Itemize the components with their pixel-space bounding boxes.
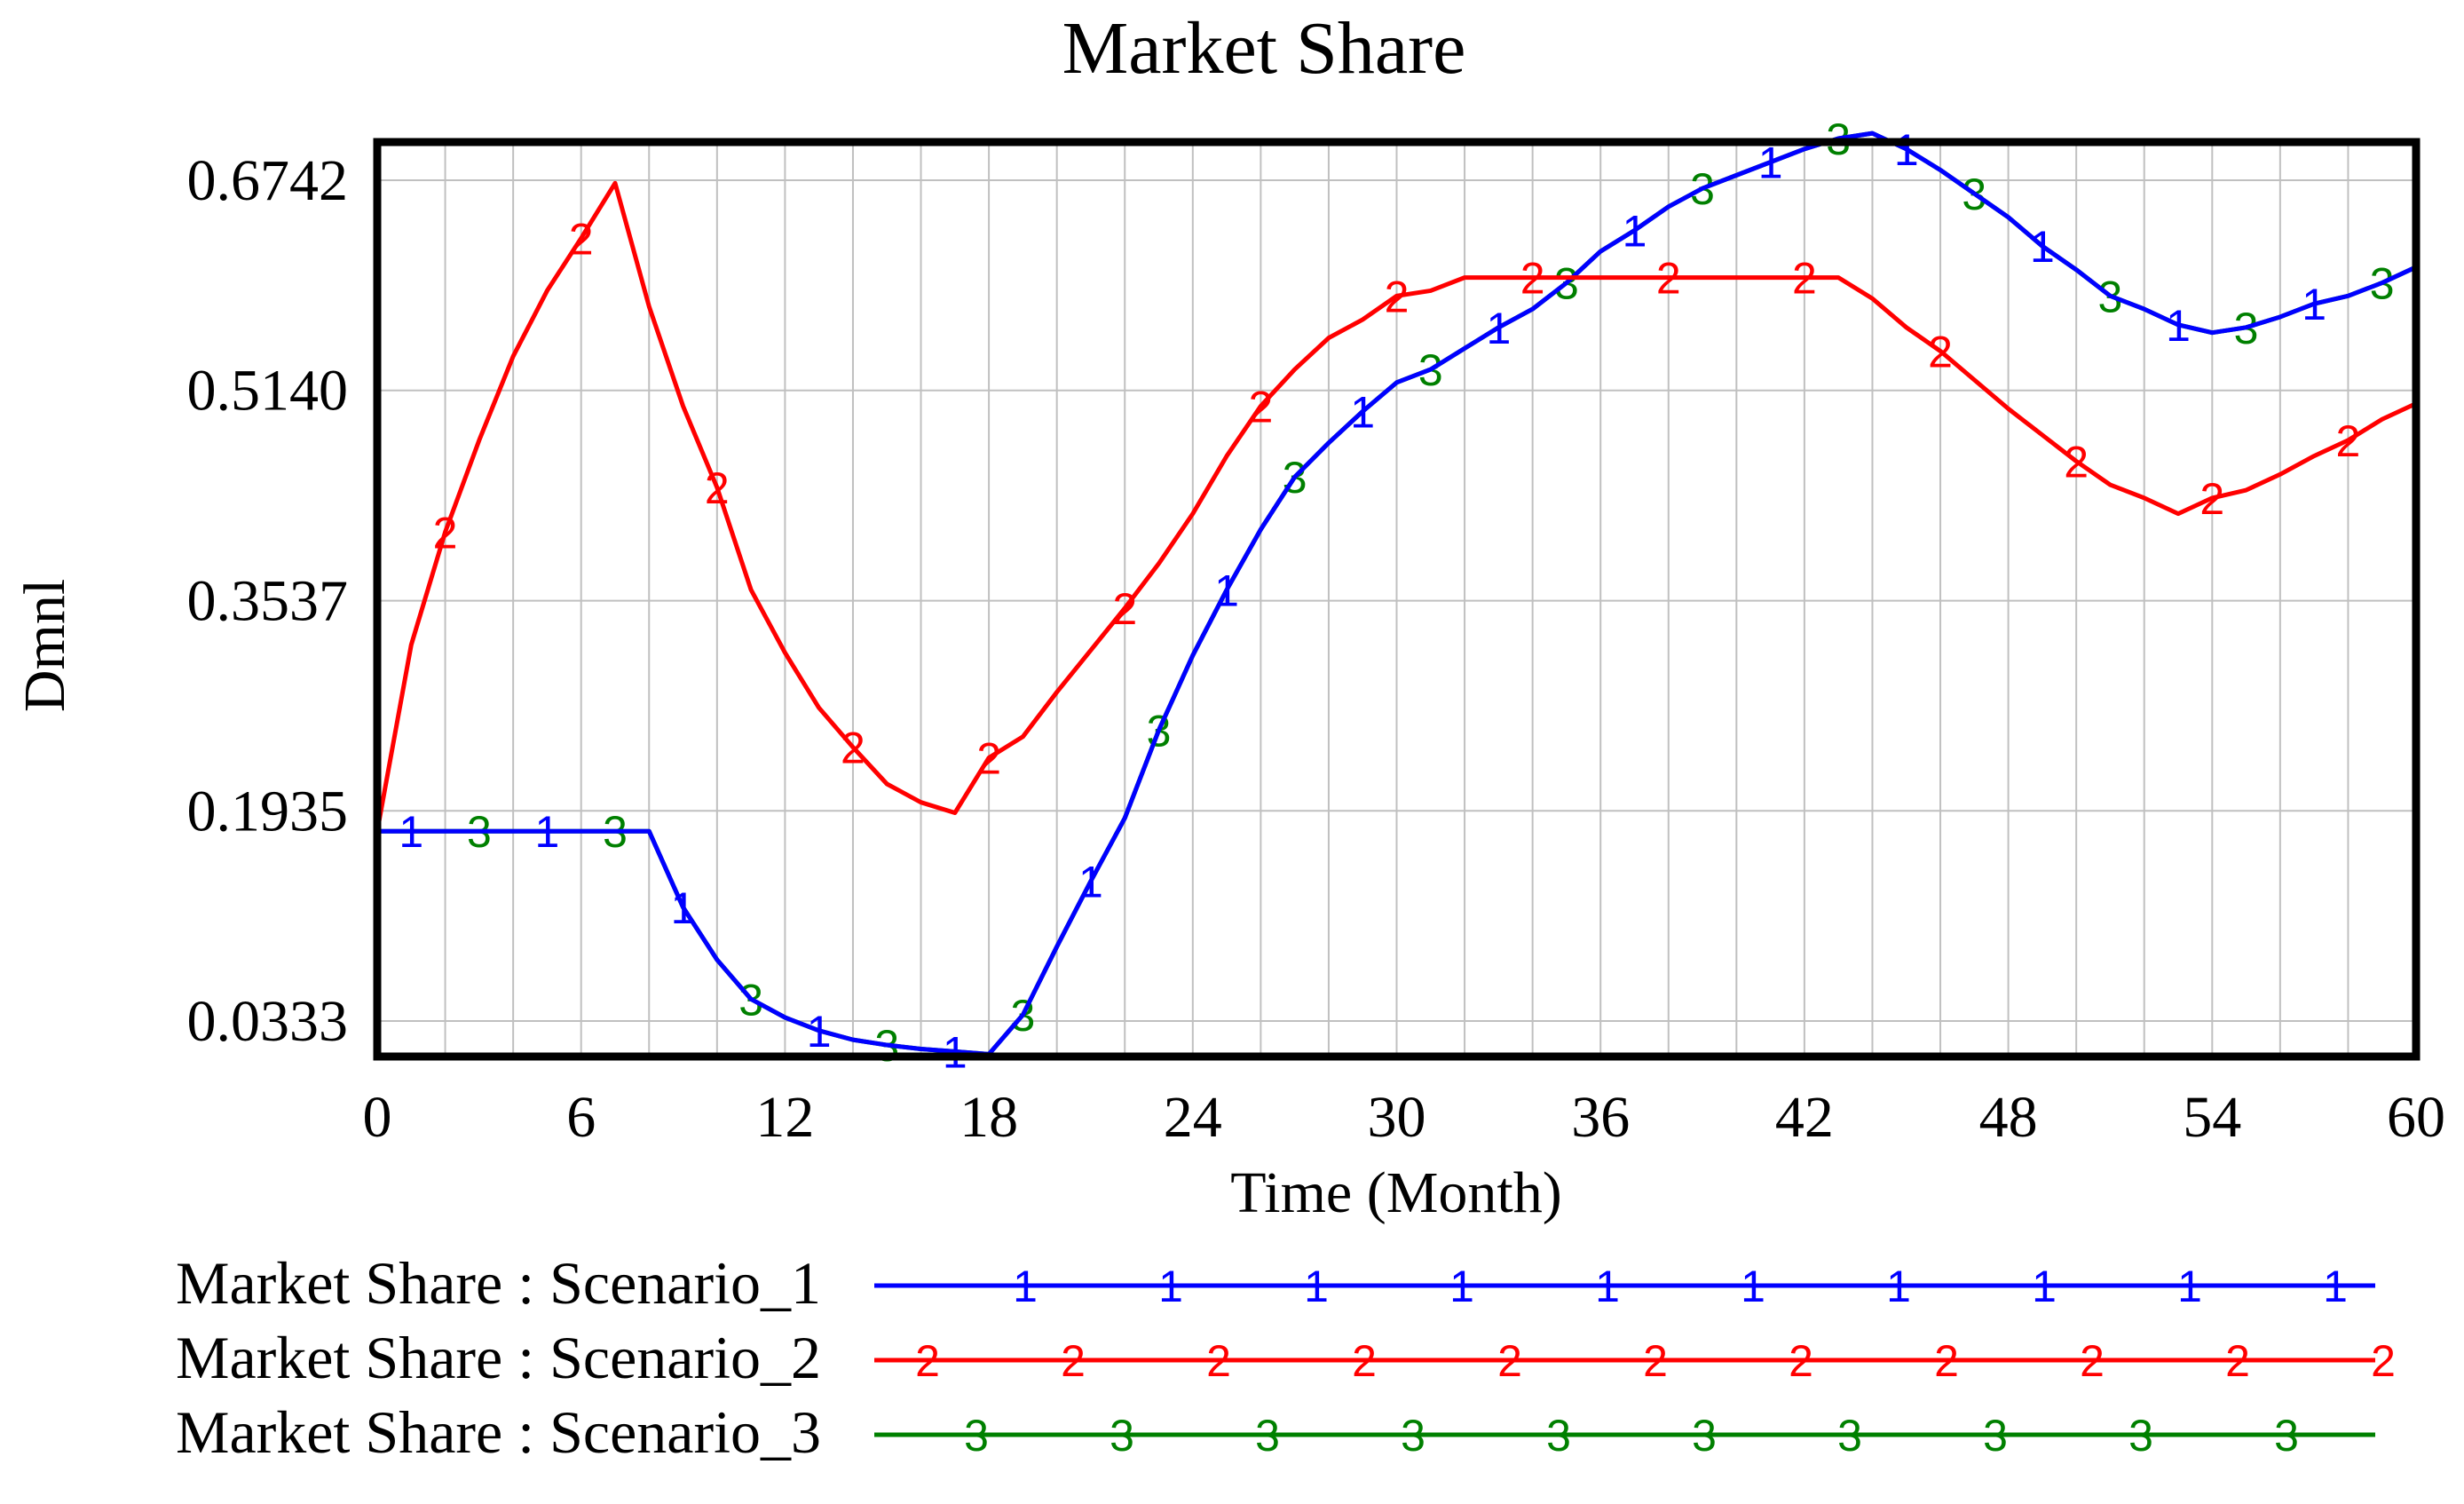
- x-tick-label: 36: [1571, 1085, 1630, 1150]
- series-marker-2: 2: [1248, 382, 1273, 431]
- y-tick-label: 0.6742: [187, 148, 349, 213]
- x-tick-label: 60: [2387, 1085, 2445, 1150]
- plot-frame: [373, 138, 2421, 1061]
- legend-swatch-marker: 3: [964, 1411, 989, 1460]
- series-marker-1: 1: [1486, 304, 1511, 353]
- legend-swatch-marker: 1: [1741, 1262, 1765, 1311]
- series-marker-2: 2: [1385, 272, 1410, 321]
- legend-swatch-marker: 1: [1449, 1262, 1474, 1311]
- x-tick-label: 24: [1164, 1085, 1222, 1150]
- legend-swatch-marker: 3: [1837, 1411, 1862, 1460]
- series-marker-2: 2: [976, 733, 1001, 783]
- y-tick-label: 0.3537: [187, 569, 349, 634]
- legend-swatch-marker: 1: [1595, 1262, 1620, 1311]
- legend-swatch-marker: 3: [1255, 1411, 1280, 1460]
- legend-swatch-marker: 1: [1013, 1262, 1038, 1311]
- y-tick-label: 0.1935: [187, 779, 349, 843]
- legend-swatch-marker: 2: [2225, 1336, 2250, 1386]
- legend: Market Share : Scenario_1 1 1 1 1 1 1 1 1 1 1 Marke…: [176, 1249, 2396, 1466]
- series-marker-1: 1: [1078, 857, 1103, 906]
- x-tick-label: 0: [363, 1085, 392, 1150]
- series-marker-1: 1: [2030, 222, 2055, 272]
- series-marker-2: 2: [1656, 254, 1681, 304]
- legend-swatch-marker: 2: [1206, 1336, 1231, 1386]
- x-axis-label: Time (Month): [1230, 1160, 1561, 1225]
- legend-swatch-marker: 2: [1789, 1336, 1813, 1386]
- legend-swatch-marker: 2: [2080, 1336, 2105, 1386]
- series-marker-2: 2: [841, 724, 865, 773]
- series-marker-1: 1: [671, 883, 696, 933]
- y-tick-label: 0.5140: [187, 359, 349, 423]
- legend-swatch-marker: 3: [2274, 1411, 2299, 1460]
- legend-swatch-marker: 3: [2128, 1411, 2153, 1460]
- series-marker-2: 2: [2199, 474, 2224, 524]
- y-tick-label: 0.0333: [187, 989, 349, 1054]
- x-axis-tick-labels: 0 6 12 18 24 30 36 42 48 54 60: [363, 1085, 2446, 1150]
- legend-swatch-marker: 3: [1401, 1411, 1425, 1460]
- x-tick-label: 12: [755, 1085, 814, 1150]
- series-marker-1: 1: [399, 807, 423, 857]
- series-marker-2: 2: [569, 214, 594, 264]
- series-marker-1: 1: [807, 1007, 832, 1057]
- legend-swatch-marker: 1: [1158, 1262, 1183, 1311]
- x-tick-label: 48: [1979, 1085, 2038, 1150]
- legend-swatch-marker: 1: [2323, 1262, 2348, 1311]
- series-line-2: [375, 180, 2418, 832]
- series-marker-2: 2: [2336, 416, 2361, 466]
- x-tick-label: 30: [1368, 1085, 1426, 1150]
- legend-swatch-marker: 1: [2177, 1262, 2202, 1311]
- legend-swatch-marker: 1: [1304, 1262, 1329, 1311]
- series-marker-1: 1: [1758, 139, 1783, 188]
- series-line-1: [377, 131, 2418, 1057]
- series-marker-1: 1: [2302, 280, 2326, 329]
- legend-swatch-marker: 3: [1110, 1411, 1134, 1460]
- series-marker-2: 2: [1792, 254, 1817, 304]
- y-axis-tick-labels: 0.6742 0.5140 0.3537 0.1935 0.0333: [187, 148, 349, 1054]
- series-marker-1: 1: [1350, 387, 1375, 437]
- x-tick-label: 54: [2183, 1085, 2241, 1150]
- legend-swatch-marker: 1: [1886, 1262, 1911, 1311]
- series-1: 1 1 1 1 1 1 1 1 1 1 1 1 1 1 1: [377, 125, 2418, 1077]
- series-marker-2: 2: [1520, 254, 1545, 304]
- series-marker-2: 2: [2064, 438, 2089, 487]
- legend-swatch-marker: 2: [1934, 1336, 1959, 1386]
- legend-swatch-marker: 2: [2371, 1336, 2396, 1386]
- legend-entry-label: Market Share : Scenario_1: [176, 1249, 821, 1317]
- series-marker-1: 1: [2166, 301, 2191, 351]
- y-axis-label: Dmnl: [12, 579, 77, 712]
- series-2: 2 2 2 2 2 2 2 2 2 2 2 2 2 2 2: [375, 180, 2418, 832]
- legend-swatch-marker: 1: [2032, 1262, 2057, 1311]
- x-tick-label: 42: [1775, 1085, 1834, 1150]
- legend-swatch-marker: 2: [915, 1336, 940, 1386]
- legend-swatch-marker: 3: [1983, 1411, 2008, 1460]
- series-marker-2: 2: [1928, 327, 1953, 376]
- series-marker-2: 2: [1112, 584, 1137, 634]
- series-marker-2: 2: [433, 508, 458, 558]
- legend-swatch-marker: 2: [1497, 1336, 1522, 1386]
- series-marker-1: 1: [943, 1027, 967, 1077]
- legend-swatch-marker: 2: [1352, 1336, 1377, 1386]
- legend-entry-label: Market Share : Scenario_2: [176, 1324, 821, 1391]
- series-marker-1: 1: [535, 807, 560, 857]
- x-tick-label: 6: [566, 1085, 596, 1150]
- x-tick-label: 18: [960, 1085, 1018, 1150]
- series-marker-1: 1: [1894, 125, 1919, 175]
- series-marker-2: 2: [705, 463, 730, 513]
- legend-swatch-marker: 2: [1643, 1336, 1668, 1386]
- chart-title: Market Share: [1062, 7, 1466, 90]
- gridlines: [376, 142, 2417, 1057]
- legend-swatch-marker: 2: [1061, 1336, 1086, 1386]
- series-marker-1: 1: [1623, 206, 1647, 256]
- legend-swatch-marker: 3: [1692, 1411, 1717, 1460]
- legend-entry-label: Market Share : Scenario_3: [176, 1398, 821, 1466]
- series-marker-1: 1: [1214, 566, 1239, 615]
- legend-swatch-marker: 3: [1546, 1411, 1571, 1460]
